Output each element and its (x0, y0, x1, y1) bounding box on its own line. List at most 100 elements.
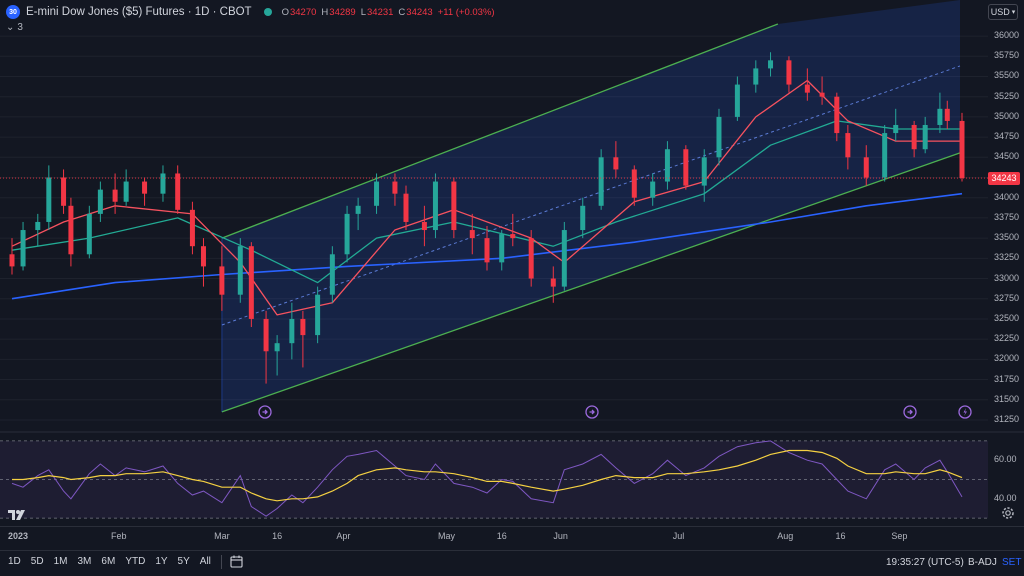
time-tick-label: Jun (553, 531, 568, 541)
timeframe-button[interactable]: All (199, 556, 211, 567)
candle-body (650, 181, 656, 198)
candle (768, 52, 774, 77)
settlement-toggle[interactable]: SET (1002, 556, 1022, 568)
price-tick-label: 32250 (994, 333, 1020, 344)
candle-body (237, 246, 243, 295)
price-tick-label: 34000 (994, 191, 1020, 202)
candle-body (845, 133, 851, 158)
candle (937, 92, 943, 134)
candle (344, 205, 350, 263)
symbol-logo-icon: 30 (6, 5, 20, 19)
timeframe-button[interactable]: 3M (77, 556, 92, 567)
price-tick-label: 35750 (994, 50, 1020, 61)
price-tick-label: 35000 (994, 110, 1020, 121)
candle (944, 100, 950, 130)
candle-body (834, 96, 840, 134)
price-tick-label: 34750 (994, 131, 1020, 142)
dividend-event-icon[interactable] (258, 405, 272, 419)
candle (355, 197, 361, 231)
candle-body (68, 205, 74, 255)
currency-button[interactable]: USD ▾ (988, 4, 1018, 20)
candle (219, 246, 225, 311)
lightning-event-icon[interactable] (958, 405, 972, 419)
candle-body (598, 157, 604, 206)
candle (200, 238, 206, 287)
candle-body (753, 68, 759, 85)
timeframe-button[interactable]: YTD (125, 556, 146, 567)
chevron-down-icon: ▾ (1011, 9, 1016, 16)
candle-body (937, 108, 943, 125)
symbol-title[interactable]: E-mini Dow Jones ($5) Futures · 1D · CBO… (26, 6, 252, 18)
channel-upper-line[interactable] (221, 23, 779, 239)
candle (845, 124, 851, 170)
time-tick-label: Apr (336, 531, 351, 541)
clock-timezone[interactable]: 19:35:27 (UTC-5) (886, 556, 964, 568)
candle (613, 141, 619, 178)
timeframe-button[interactable]: 1M (53, 556, 68, 567)
symbol-legend: 30 E-mini Dow Jones ($5) Futures · 1D · … (6, 4, 495, 20)
candle-body (631, 169, 637, 198)
timeframe-button[interactable]: 1Y (155, 556, 168, 567)
candle (499, 230, 505, 271)
candle-body (819, 92, 825, 97)
candle-body (432, 181, 438, 231)
rsi-tick-label: 40.00 (994, 492, 1017, 503)
timeframe-button[interactable]: 6M (101, 556, 116, 567)
candle-body (550, 278, 556, 287)
channel-median-line (221, 65, 961, 326)
calendar-icon[interactable] (227, 551, 247, 573)
candle-body (97, 189, 103, 214)
candle-body (561, 230, 567, 287)
candle (804, 68, 810, 101)
candle-body (893, 124, 899, 134)
candle-body (421, 221, 427, 231)
ohlc-open-value: 34270 (289, 6, 317, 18)
candle (550, 266, 556, 303)
time-tick-label: Jul (672, 531, 685, 541)
candle-body (189, 209, 195, 247)
ema-fast-line (11, 79, 962, 316)
ohlc-open-label: O (281, 6, 289, 18)
candle (175, 165, 181, 214)
timeframe-button[interactable]: 5Y (177, 556, 190, 567)
rsi-pane[interactable] (0, 431, 1024, 522)
timeframe-button[interactable]: 1D (8, 556, 21, 567)
candle (834, 92, 840, 142)
candle-body (9, 254, 15, 267)
candle-body (580, 205, 586, 231)
candle (683, 145, 689, 190)
candle (819, 76, 825, 105)
time-tick-label: Feb (111, 531, 127, 541)
candle (734, 76, 740, 121)
chevron-down-icon: ⌄ (6, 21, 15, 33)
gear-icon[interactable] (1000, 505, 1016, 521)
time-tick-label: Sep (891, 531, 908, 541)
candle (631, 165, 637, 206)
ohlc-high-label: H (321, 6, 329, 18)
ohlc-change: +11 (+0.03%) (437, 6, 495, 18)
dividend-event-icon[interactable] (903, 405, 917, 419)
price-tick-label: 31500 (994, 393, 1020, 404)
candle-body (329, 254, 335, 295)
candle (561, 221, 567, 291)
indicators-toggle[interactable]: ⌄ 3 (6, 20, 23, 34)
candle-body (86, 213, 92, 255)
timeframe-button[interactable]: 5D (30, 556, 44, 567)
candle (863, 145, 869, 186)
price-tick-label: 36000 (994, 30, 1020, 41)
candle-body (160, 173, 166, 194)
candle (432, 173, 438, 239)
back-adjust-toggle[interactable]: B-ADJ (968, 556, 997, 568)
candle-body (142, 181, 148, 194)
candle (911, 120, 917, 158)
candle-body (683, 149, 689, 186)
currency-label: USD (990, 7, 1010, 17)
channel-lower-line[interactable] (221, 152, 961, 413)
market-status-icon (263, 8, 272, 16)
time-tick-label: Mar (214, 531, 230, 541)
rsi-tick-label: 60.00 (994, 454, 1017, 465)
dividend-event-icon[interactable] (585, 405, 599, 419)
candle (289, 302, 295, 360)
time-tick-label: Aug (777, 531, 794, 541)
